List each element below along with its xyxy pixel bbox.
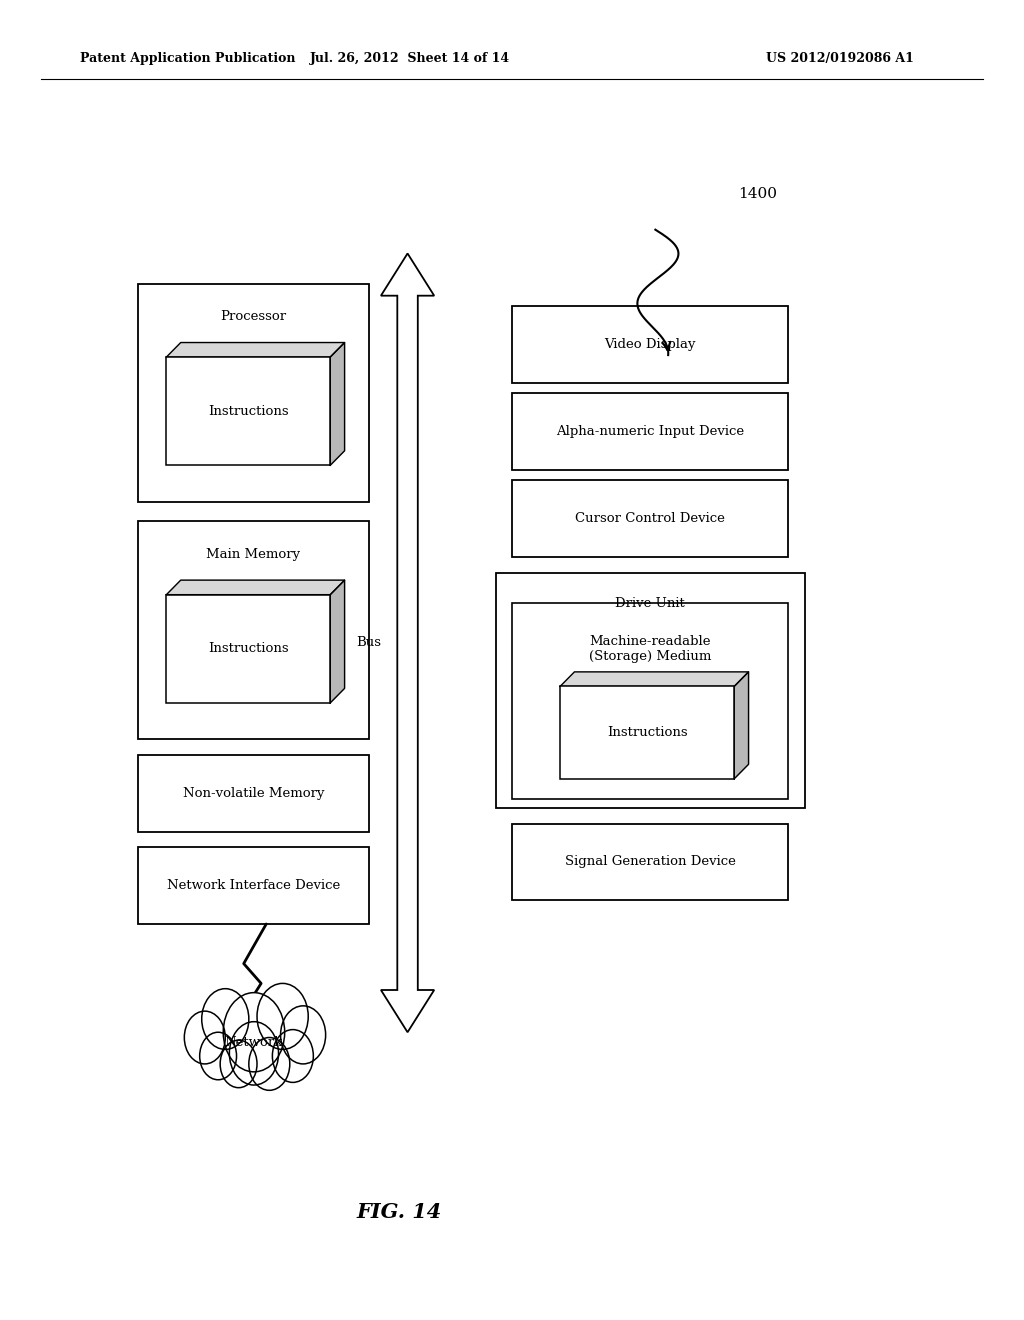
Polygon shape <box>381 253 434 1032</box>
Text: Network: Network <box>224 1036 284 1049</box>
Circle shape <box>272 1030 313 1082</box>
Bar <box>512 393 788 470</box>
Circle shape <box>184 1011 225 1064</box>
Text: FIG. 14: FIG. 14 <box>356 1201 442 1222</box>
Text: Patent Application Publication: Patent Application Publication <box>80 51 295 65</box>
Circle shape <box>223 993 285 1072</box>
Text: Alpha-numeric Input Device: Alpha-numeric Input Device <box>556 425 744 438</box>
Text: Jul. 26, 2012  Sheet 14 of 14: Jul. 26, 2012 Sheet 14 of 14 <box>309 51 510 65</box>
Text: Instructions: Instructions <box>208 643 289 655</box>
Polygon shape <box>330 342 344 466</box>
Text: Signal Generation Device: Signal Generation Device <box>565 855 735 869</box>
Bar <box>166 358 330 466</box>
Bar <box>512 480 788 557</box>
Text: Network Interface Device: Network Interface Device <box>167 879 340 892</box>
Text: Processor: Processor <box>220 310 287 323</box>
Text: Drive Unit: Drive Unit <box>615 597 685 610</box>
Bar <box>138 284 369 502</box>
Bar <box>138 847 369 924</box>
Bar <box>512 306 788 383</box>
Text: Video Display: Video Display <box>604 338 696 351</box>
Text: Cursor Control Device: Cursor Control Device <box>575 512 725 525</box>
Bar <box>138 521 369 739</box>
Circle shape <box>281 1006 326 1064</box>
Text: Non-volatile Memory: Non-volatile Memory <box>182 787 325 800</box>
Text: 1400: 1400 <box>738 187 777 201</box>
Text: Instructions: Instructions <box>208 405 289 417</box>
Bar <box>560 686 734 779</box>
Bar <box>138 755 369 832</box>
Polygon shape <box>330 581 344 704</box>
Bar <box>512 824 788 900</box>
Polygon shape <box>166 342 344 356</box>
Polygon shape <box>734 672 749 779</box>
Bar <box>512 603 788 799</box>
Bar <box>166 594 330 704</box>
Text: US 2012/0192086 A1: US 2012/0192086 A1 <box>766 51 913 65</box>
Circle shape <box>220 1040 257 1088</box>
Circle shape <box>200 1032 237 1080</box>
Text: Machine-readable
(Storage) Medium: Machine-readable (Storage) Medium <box>589 635 712 663</box>
Bar <box>496 573 805 808</box>
Text: Instructions: Instructions <box>607 726 687 739</box>
Circle shape <box>257 983 308 1049</box>
Text: Bus: Bus <box>356 636 381 649</box>
Text: Main Memory: Main Memory <box>207 548 300 561</box>
Polygon shape <box>166 581 344 594</box>
Polygon shape <box>560 672 749 686</box>
Circle shape <box>202 989 249 1049</box>
Circle shape <box>249 1038 290 1090</box>
Circle shape <box>229 1022 279 1085</box>
